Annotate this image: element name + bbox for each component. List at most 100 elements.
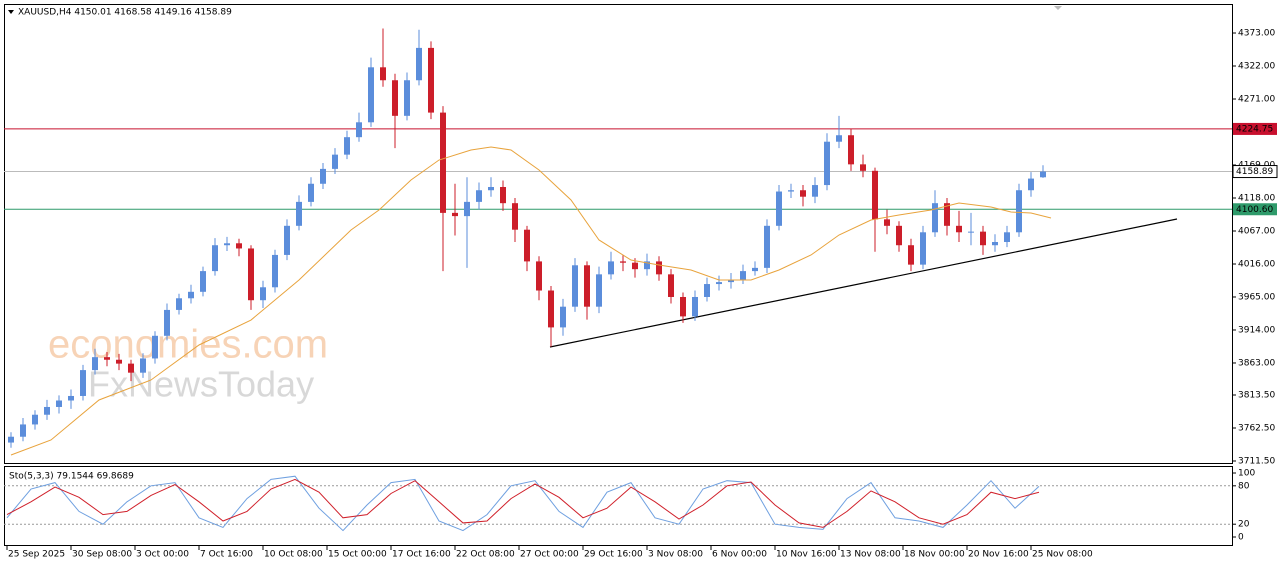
level-label-box [1233, 203, 1277, 216]
candle-body [380, 67, 386, 81]
scroll-marker [1054, 6, 1062, 10]
candle-body [920, 232, 926, 265]
candle-body [644, 261, 650, 270]
candle-body [248, 248, 254, 301]
candle-body [452, 212, 458, 217]
candle-body [536, 261, 542, 291]
candle-body [104, 357, 110, 360]
candle-body [68, 395, 74, 401]
candle-body [140, 358, 146, 373]
x-tick-label: 7 Oct 16:00 [200, 550, 253, 560]
x-tick-label: 3 Nov 08:00 [648, 550, 703, 560]
candle-body [548, 290, 554, 328]
candle-body [1004, 232, 1010, 242]
candle-body [752, 267, 758, 272]
watermark: economies.com [48, 323, 328, 367]
menu-arrow[interactable] [8, 10, 14, 14]
x-tick-label: 10 Oct 08:00 [264, 550, 323, 560]
candle-body [872, 170, 878, 220]
candle-body [632, 262, 638, 270]
candle-body [164, 309, 170, 336]
candle-body [716, 282, 722, 285]
candle-body [332, 154, 338, 169]
x-tick-label: 3 Oct 00:00 [136, 550, 189, 560]
candle-body [848, 135, 854, 165]
x-tick-label: 25 Sep 2025 [8, 550, 65, 560]
x-tick-label: 10 Nov 16:00 [776, 550, 837, 560]
candle-body [296, 201, 302, 226]
chart-title: XAUUSD,H4 4150.01 4168.58 4149.16 4158.8… [18, 8, 232, 18]
y-tick-label: 4271.00 [1238, 95, 1275, 105]
stoch-line [6, 475, 1040, 532]
candle-body [608, 261, 614, 275]
candle-body [92, 357, 98, 371]
candle-body [524, 229, 530, 262]
candle-body [1016, 190, 1022, 233]
y-tick-label: 3965.00 [1238, 292, 1275, 302]
candle-body [116, 359, 122, 364]
trendline [549, 218, 1178, 348]
x-tick-label: 29 Oct 16:00 [584, 550, 643, 560]
x-tick-label: 22 Oct 08:00 [456, 550, 515, 560]
candle-body [128, 363, 134, 373]
x-tick-label: 30 Sep 08:00 [72, 550, 132, 560]
y-tick-label: 3762.50 [1238, 423, 1275, 433]
y-tick-label: 4118.00 [1238, 193, 1275, 203]
candle-body [884, 219, 890, 226]
level-label-box [1232, 165, 1278, 179]
candle-body [224, 243, 230, 246]
candle-body [668, 274, 674, 297]
candle-body [656, 261, 662, 275]
candle-body [812, 185, 818, 197]
candle-body [368, 67, 374, 123]
y-tick-label: 4322.00 [1238, 62, 1275, 72]
x-tick-label: 25 Nov 08:00 [1032, 550, 1093, 560]
candle-body [584, 265, 590, 307]
stoch-tick-label: 0 [1238, 533, 1244, 543]
candle-body [512, 203, 518, 230]
candle-body [440, 112, 446, 213]
candle-body [236, 243, 242, 249]
candle-body [44, 406, 50, 415]
candle-body [80, 370, 86, 396]
level-label: 4158.89 [1236, 167, 1273, 177]
stoch-tick-label: 20 [1238, 520, 1250, 530]
candle-body [596, 274, 602, 307]
watermark: FxNewsToday [88, 364, 314, 405]
x-tick-label: 15 Oct 00:00 [328, 550, 387, 560]
candle-body [944, 203, 950, 226]
candle-body [1028, 178, 1034, 191]
y-tick-label: 3863.00 [1238, 358, 1275, 368]
x-tick-label: 18 Nov 00:00 [904, 550, 965, 560]
candle-body [968, 231, 974, 233]
candle-body [200, 271, 206, 292]
candle-body [740, 271, 746, 280]
candle-body [176, 298, 182, 310]
x-tick-label: 20 Nov 16:00 [968, 550, 1029, 560]
stoch-title: Sto(5,3,3) 79.1544 69.8689 [9, 472, 134, 482]
candle-body [776, 191, 782, 226]
candle-body [860, 164, 866, 171]
candle-body [188, 291, 194, 299]
candle-body [560, 306, 566, 328]
candle-body [680, 296, 686, 317]
candle-body [800, 190, 806, 197]
candle-body [356, 122, 362, 138]
stoch-tick-label: 80 [1238, 481, 1250, 491]
candle-body [788, 190, 794, 192]
candle-body [344, 137, 350, 155]
y-tick-label: 4016.00 [1238, 259, 1275, 269]
candle-body [980, 231, 986, 246]
candle-body [728, 279, 734, 283]
level-label: 4100.60 [1236, 205, 1273, 215]
candle-body [500, 186, 506, 204]
candle-body [20, 424, 26, 437]
candle-body [320, 168, 326, 184]
candle-body [932, 203, 938, 233]
candle-body [704, 284, 710, 297]
y-tick-label: 4067.00 [1238, 226, 1275, 236]
x-tick-label: 13 Nov 08:00 [840, 550, 901, 560]
candle-body [572, 265, 578, 307]
